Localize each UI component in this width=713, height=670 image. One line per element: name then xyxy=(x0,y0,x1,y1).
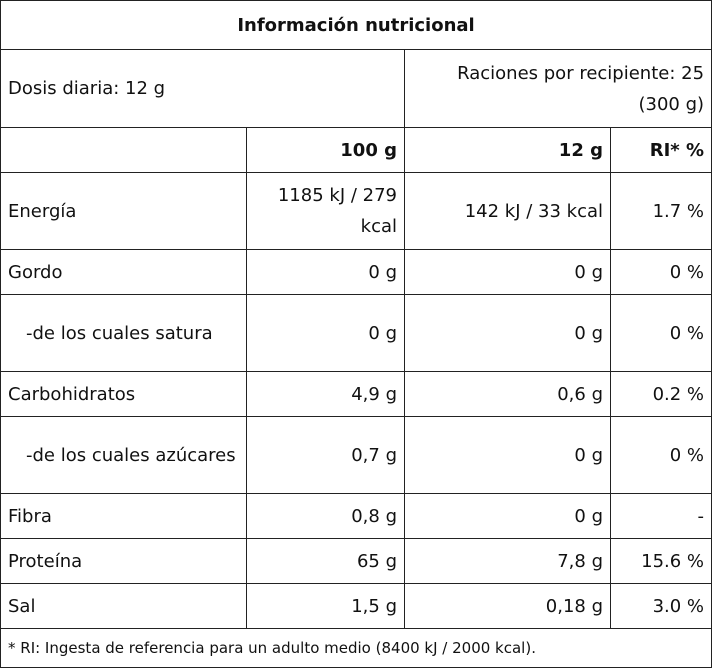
value-ri-percent: 1.7 % xyxy=(609,172,713,250)
value-per-100g: 4,9 g xyxy=(246,371,405,417)
table-row: -de los cuales satura 0 g 0 g 0 % xyxy=(0,294,713,372)
table-row: Carbohidratos 4,9 g 0,6 g 0.2 % xyxy=(0,371,713,417)
value-per-serving: 142 kJ / 33 kcal xyxy=(404,172,611,250)
footnote-row: * RI: Ingesta de referencia para un adul… xyxy=(0,628,713,668)
table-row: Proteína 65 g 7,8 g 15.6 % xyxy=(0,538,713,584)
value-per-100g: 1,5 g xyxy=(246,583,405,629)
value-per-100g: 0 g xyxy=(246,294,405,372)
value-per-serving: 0,6 g xyxy=(404,371,611,417)
value-ri-percent: 0 % xyxy=(609,294,713,372)
value-per-100g: 65 g xyxy=(246,538,405,584)
value-per-serving: 0 g xyxy=(404,493,611,539)
column-header-row: 100 g 12 g RI* % xyxy=(0,127,713,173)
nutrient-name: Energía xyxy=(0,172,247,250)
daily-dose: Dosis diaria: 12 g xyxy=(0,49,405,128)
table-row: Gordo 0 g 0 g 0 % xyxy=(0,249,713,295)
value-ri-percent: 0 % xyxy=(609,249,713,295)
value-ri-percent: 15.6 % xyxy=(609,538,713,584)
dose-row: Dosis diaria: 12 g Raciones por recipien… xyxy=(0,49,713,128)
table-row: Sal 1,5 g 0,18 g 3.0 % xyxy=(0,583,713,629)
nutrient-name: -de los cuales azúcares xyxy=(0,416,247,494)
table-row: -de los cuales azúcares 0,7 g 0 g 0 % xyxy=(0,416,713,494)
value-per-serving: 7,8 g xyxy=(404,538,611,584)
value-per-100g: 1185 kJ / 279 kcal xyxy=(246,172,405,250)
nutrient-name: Carbohidratos xyxy=(0,371,247,417)
nutrient-name: Proteína xyxy=(0,538,247,584)
value-ri-percent: 3.0 % xyxy=(609,583,713,629)
table-row: Fibra 0,8 g 0 g - xyxy=(0,493,713,539)
value-per-100g: 0,8 g xyxy=(246,493,405,539)
nutrient-name: Gordo xyxy=(0,249,247,295)
value-ri-percent: 0 % xyxy=(609,416,713,494)
value-ri-percent: - xyxy=(609,493,713,539)
servings-per-container: Raciones por recipiente: 25 (300 g) xyxy=(403,49,713,128)
value-per-serving: 0 g xyxy=(404,249,611,295)
value-per-100g: 0 g xyxy=(246,249,405,295)
value-per-serving: 0 g xyxy=(404,294,611,372)
value-per-serving: 0,18 g xyxy=(404,583,611,629)
footnote: * RI: Ingesta de referencia para un adul… xyxy=(0,628,713,668)
nutrient-name: Fibra xyxy=(0,493,247,539)
value-per-100g: 0,7 g xyxy=(246,416,405,494)
value-ri-percent: 0.2 % xyxy=(609,371,713,417)
header-per-serving: 12 g xyxy=(404,127,611,173)
header-blank xyxy=(0,127,247,173)
value-per-serving: 0 g xyxy=(404,416,611,494)
nutrient-name: -de los cuales satura xyxy=(0,294,247,372)
nutrient-name: Sal xyxy=(0,583,247,629)
title-row: Información nutricional xyxy=(0,0,713,50)
table-row: Energía 1185 kJ / 279 kcal 142 kJ / 33 k… xyxy=(0,172,713,250)
header-per-100g: 100 g xyxy=(246,127,405,173)
header-ri-percent: RI* % xyxy=(609,127,713,173)
table-title: Información nutricional xyxy=(0,0,713,50)
